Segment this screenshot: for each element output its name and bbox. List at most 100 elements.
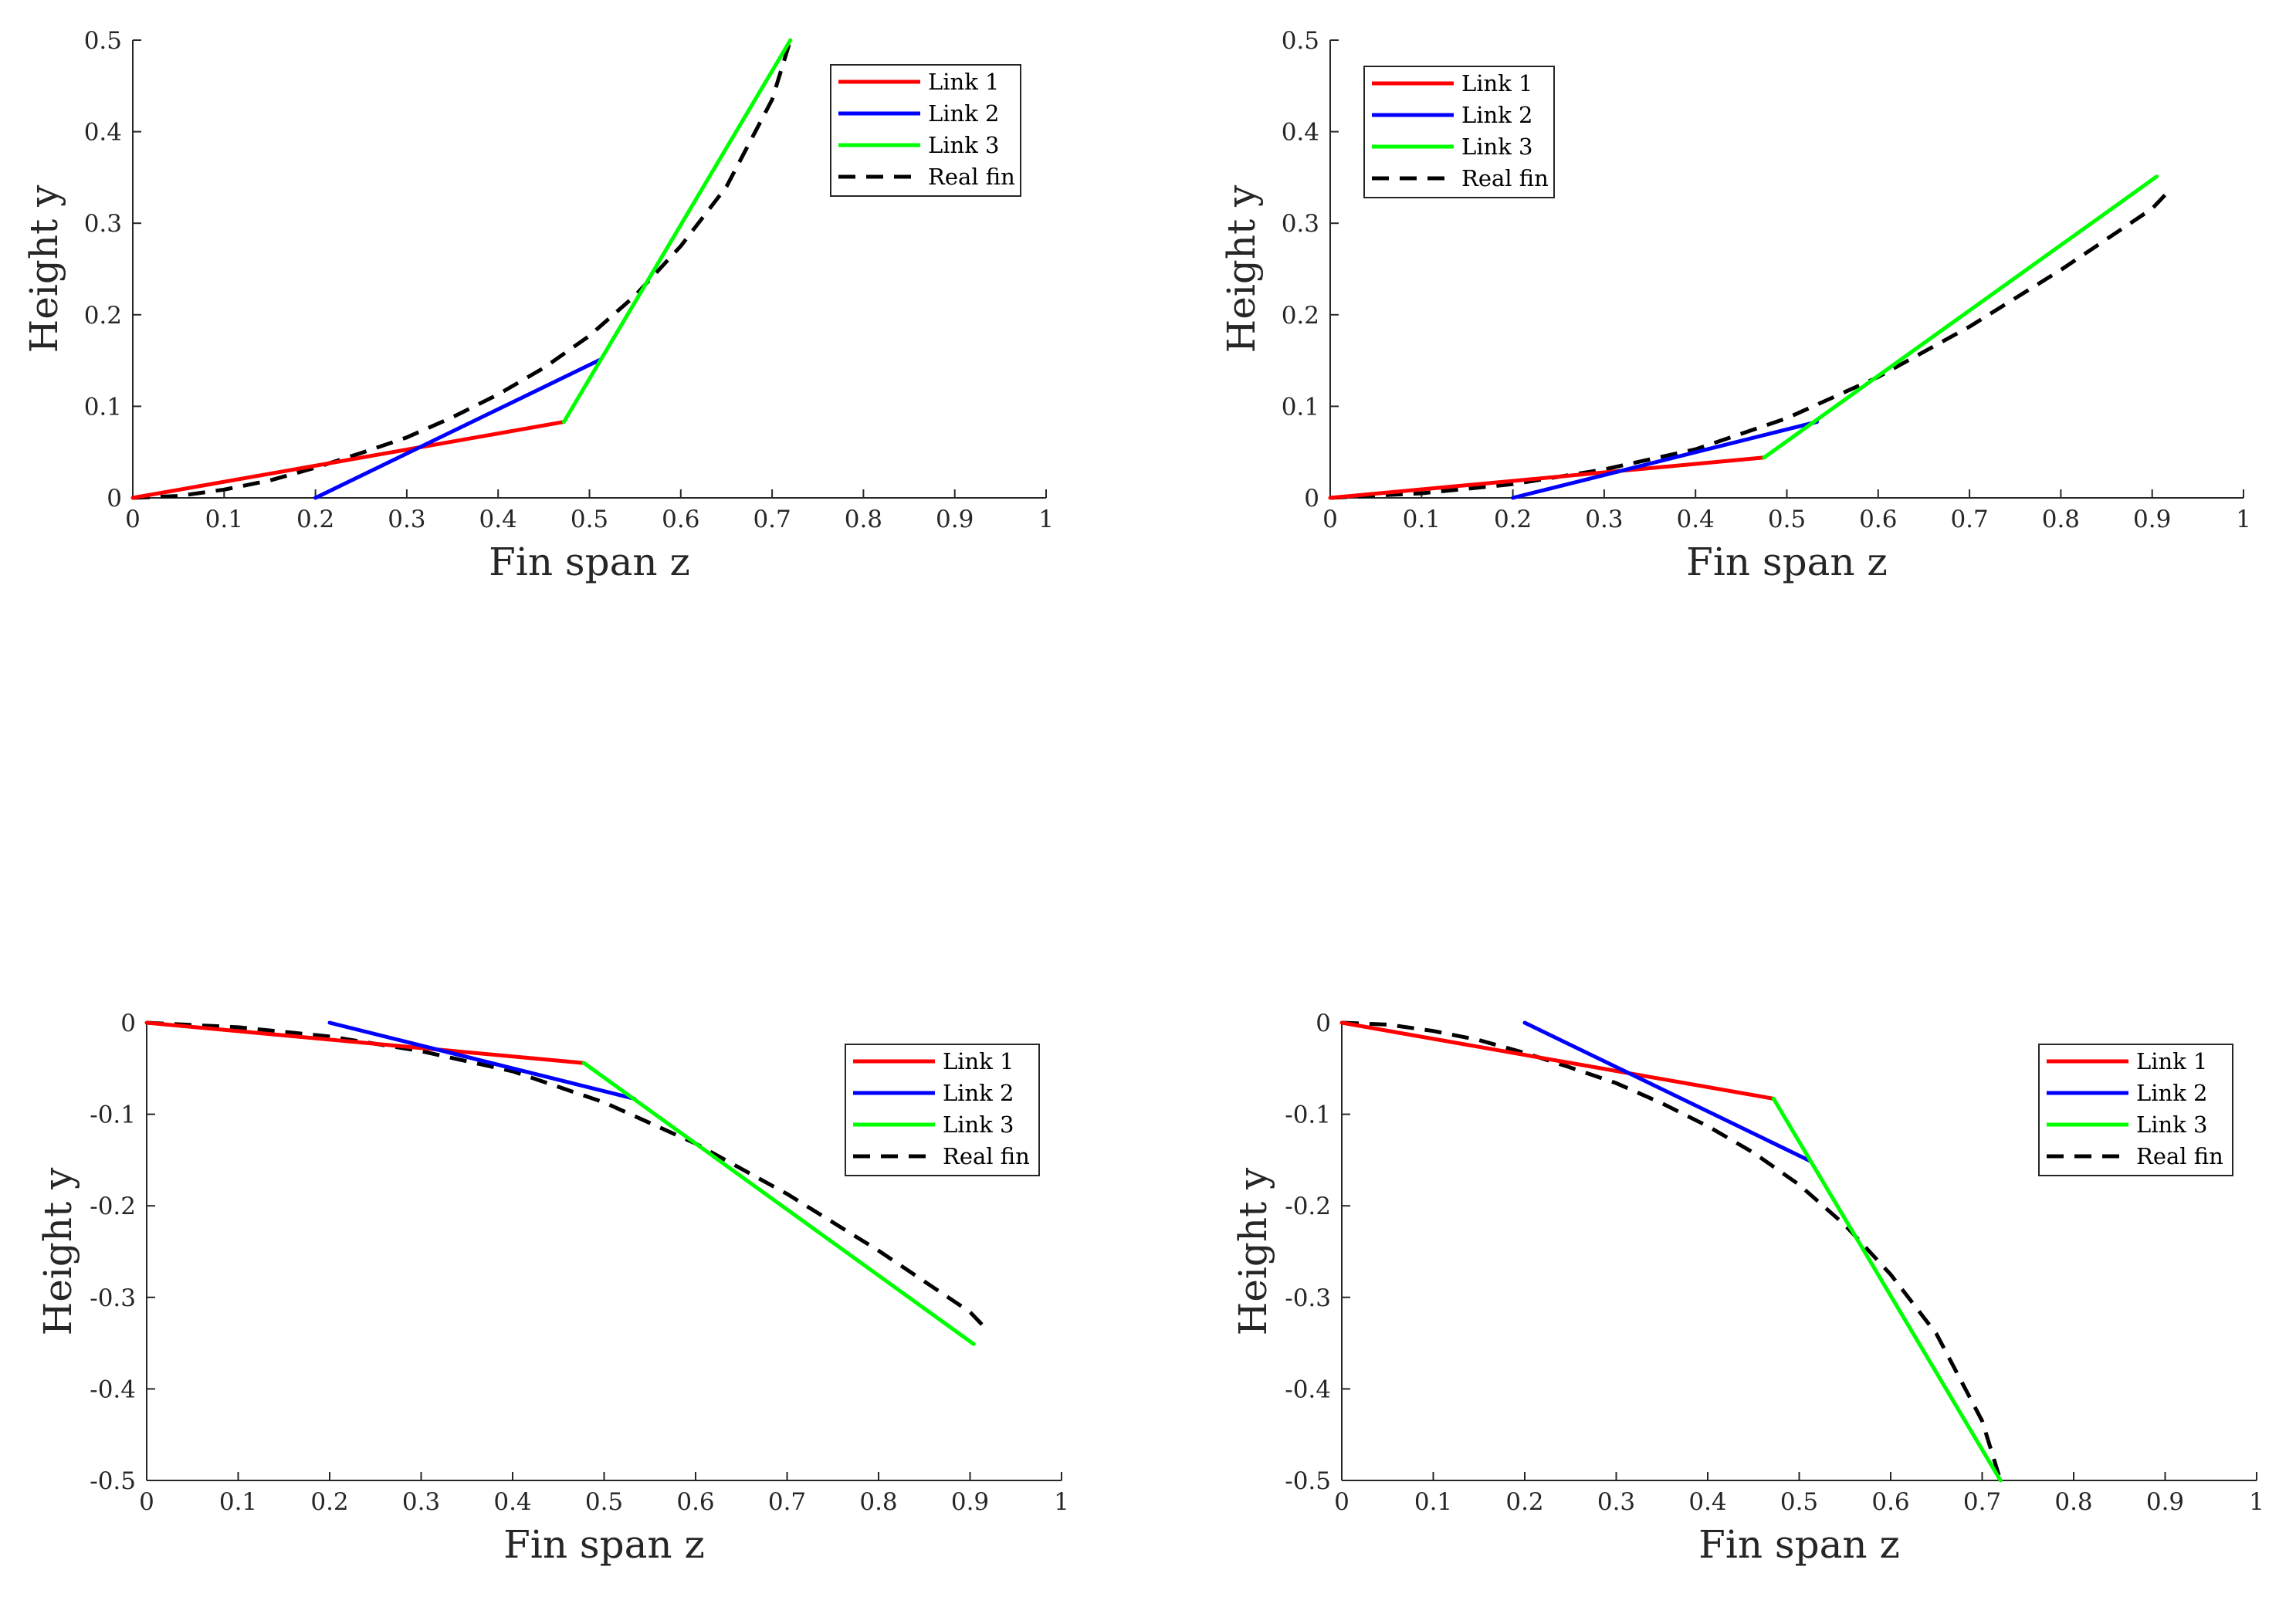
series-line-link-2	[327, 1020, 637, 1101]
y-tick-label: 0.2	[1282, 302, 1319, 330]
x-tick-label: 0.3	[388, 506, 425, 533]
legend-entry-label: Link 1	[928, 69, 999, 95]
x-tick-label: 0.8	[2042, 506, 2080, 533]
legend: Link 1 Link 2 Link 3 Real fin	[1363, 66, 1555, 198]
series-line-real-fin	[146, 1020, 991, 1333]
legend-entry-label: Link 2	[928, 100, 999, 127]
x-tick-label: 0.6	[1871, 1488, 1909, 1516]
x-tick-label: 0.4	[493, 1488, 531, 1516]
y-tick-label: -0.4	[90, 1375, 136, 1403]
y-tick-label: 0.1	[1282, 393, 1319, 421]
legend-entry-label: Real fin	[2136, 1143, 2223, 1169]
x-tick-label: 0.9	[2133, 506, 2171, 533]
x-tick-label: 0	[139, 1488, 154, 1516]
series-line-link-3	[561, 38, 793, 425]
legend-entry-label: Link 3	[943, 1111, 1014, 1138]
x-tick-label: 0.1	[219, 1488, 257, 1516]
x-tick-label: 0.7	[753, 506, 791, 533]
y-tick-label: -0.2	[1285, 1193, 1331, 1220]
x-tick-label: 0.5	[1768, 506, 1806, 533]
x-tick-label: 0.9	[951, 1488, 989, 1516]
series-line-link-2	[313, 357, 603, 500]
series-line-link-2	[1522, 1020, 1813, 1163]
x-tick-label: 0.8	[859, 1488, 897, 1516]
x-tick-label: 0.1	[1414, 1488, 1452, 1516]
y-tick-label: -0.1	[90, 1101, 136, 1129]
series-line-link-1	[130, 420, 566, 500]
x-axis-label: Fin span z	[1698, 1522, 1900, 1567]
x-tick-label: 0.4	[1688, 1488, 1726, 1516]
x-tick-label: 0.2	[310, 1488, 348, 1516]
legend-box	[830, 64, 1021, 197]
legend-entry-label: Real fin	[943, 1143, 1030, 1169]
x-tick-label: 1	[2236, 506, 2251, 533]
legend-entry-label: Link 2	[2136, 1080, 2207, 1106]
legend-entry-label: Link 3	[1461, 134, 1532, 160]
x-tick-label: 0.1	[205, 506, 243, 533]
x-tick-label: 0	[1322, 506, 1338, 533]
legend-entry-label: Link 2	[943, 1080, 1014, 1106]
y-tick-label: 0	[1316, 1010, 1331, 1037]
x-tick-label: 0.7	[768, 1488, 806, 1516]
x-tick-label: 0.6	[676, 1488, 714, 1516]
legend-entry-label: Real fin	[928, 164, 1015, 190]
x-tick-label: 0.3	[1597, 1488, 1635, 1516]
legend-entry-label: Link 3	[2136, 1111, 2207, 1138]
x-tick-label: 0.2	[296, 506, 334, 533]
x-tick-label: 0	[1334, 1488, 1349, 1516]
series-line-link-1	[1339, 1020, 1776, 1101]
legend-box	[845, 1044, 1040, 1176]
y-tick-label: 0.5	[84, 27, 122, 55]
x-tick-label: 1	[2249, 1488, 2264, 1516]
series-line-link-3	[1762, 174, 2159, 460]
x-tick-label: 0.2	[1494, 506, 1532, 533]
y-tick-label: -0.1	[1285, 1101, 1331, 1129]
chart-panel-4: 0 0.1 0.2 0.3 0.4 0.5 0.6 0.7 0.8 0.9 1 0 -0.1 -0.2 -0…	[1231, 1010, 2264, 1567]
y-tick-label: -0.5	[1285, 1467, 1331, 1495]
chart-panel-2: 0 0.1 0.2 0.3 0.4 0.5 0.6 0.7 0.8 0.9 1 0 0.1 0.2 0.3 0…	[1219, 27, 2251, 584]
chart-panel-1: 0 0.1 0.2 0.3 0.4 0.5 0.6 0.7 0.8 0.9 1 0 0.1 0.2 0.3 0…	[22, 27, 1054, 584]
x-tick-label: 0.6	[662, 506, 699, 533]
x-axis-label: Fin span z	[489, 540, 690, 584]
legend-entry-label: Link 1	[943, 1048, 1014, 1074]
y-tick-label: -0.3	[1285, 1284, 1331, 1312]
y-tick-label: 0	[107, 485, 122, 513]
legend-entry-label: Link 3	[928, 132, 999, 158]
x-tick-label: 0.1	[1403, 506, 1441, 533]
x-tick-label: 0.5	[1780, 1488, 1818, 1516]
y-tick-label: 0	[120, 1010, 136, 1037]
x-tick-label: 0.6	[1859, 506, 1897, 533]
y-tick-label: 0.5	[1282, 27, 1319, 55]
legend-entry-label: Link 1	[1461, 70, 1532, 96]
x-axis-label: Fin span z	[1686, 540, 1888, 584]
y-axis-label: Height y	[1231, 1167, 1275, 1335]
y-tick-label: 0.4	[1282, 119, 1319, 147]
x-tick-label: 0.4	[1677, 506, 1715, 533]
series-line-link-1	[1328, 455, 1766, 500]
series-line-link-3	[581, 1061, 976, 1346]
x-tick-label: 0.9	[936, 506, 974, 533]
legend-box	[1363, 66, 1555, 198]
x-tick-label: 1	[1054, 1488, 1069, 1516]
x-tick-label: 0.8	[845, 506, 882, 533]
y-tick-label: 0.3	[1282, 210, 1319, 238]
y-axis-label: Height y	[36, 1167, 80, 1335]
series-line-link-2	[1511, 420, 1819, 500]
legend-entry-label: Link 2	[1461, 102, 1532, 128]
x-tick-label: 0.3	[1585, 506, 1623, 533]
x-tick-label: 0.7	[1950, 506, 1988, 533]
y-axis-label: Height y	[1219, 184, 1264, 353]
legend-entry-label: Link 1	[2136, 1048, 2207, 1074]
y-tick-label: 0.4	[84, 119, 122, 147]
legend-entry-label: Real fin	[1461, 165, 1549, 191]
y-tick-label: 0	[1304, 485, 1319, 513]
y-tick-label: -0.5	[90, 1467, 136, 1495]
legend: Link 1 Link 2 Link 3 Real fin	[2038, 1044, 2233, 1176]
x-tick-label: 0.4	[479, 506, 517, 533]
series-line-real-fin	[1341, 1020, 2003, 1481]
x-tick-label: 1	[1038, 506, 1054, 533]
x-tick-label: 0.5	[571, 506, 608, 533]
x-tick-label: 0.8	[2054, 1488, 2092, 1516]
y-tick-label: 0.1	[84, 393, 122, 421]
